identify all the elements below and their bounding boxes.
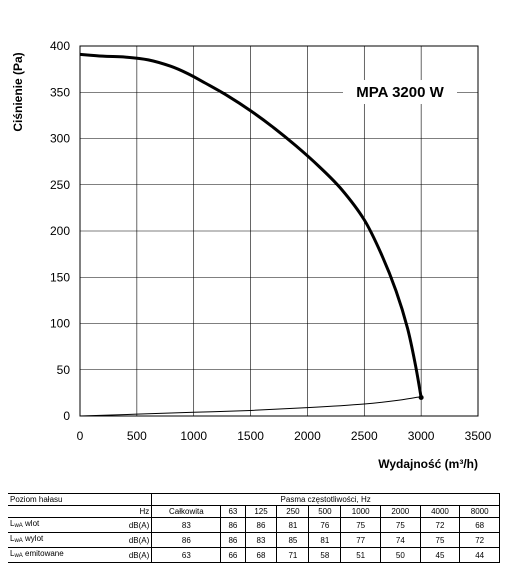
total-value-cell: 86 — [151, 532, 222, 548]
band-value-cell: 76 — [308, 517, 342, 533]
total-value-cell: 83 — [151, 517, 222, 533]
band-value-cell: 66 — [220, 547, 246, 563]
y-axis-ticks: 0 50 100 150 200 250 300 350 400 — [50, 39, 70, 423]
x-tick-label: 3000 — [408, 429, 435, 443]
band-value-cell: 86 — [220, 532, 246, 548]
y-tick-label: 50 — [57, 363, 71, 377]
row-label: LwA wlot — [8, 517, 109, 533]
row-unit: dB(A) — [108, 532, 153, 548]
band-value-cell: 58 — [308, 547, 342, 563]
x-tick-label: 3500 — [465, 429, 492, 443]
x-tick-label: 1000 — [180, 429, 207, 443]
band-value-cell: 75 — [380, 517, 421, 533]
operating-point-marker — [418, 395, 424, 400]
band-value-cell: 83 — [244, 532, 278, 548]
y-tick-label: 400 — [50, 39, 70, 53]
total-value-cell: 63 — [151, 547, 222, 563]
frequency-header-cell: 500 — [308, 505, 342, 518]
band-value-cell: 44 — [459, 547, 500, 563]
frequency-header-cell: 8000 — [459, 505, 500, 518]
band-value-cell: 51 — [340, 547, 381, 563]
band-value-cell: 72 — [419, 517, 461, 533]
x-tick-label: 500 — [127, 429, 147, 443]
x-axis-ticks: 0 500 1000 1500 2000 2500 3000 3500 — [77, 429, 492, 443]
band-value-cell: 75 — [419, 532, 461, 548]
x-tick-label: 1500 — [237, 429, 264, 443]
y-axis-title: Ciśnienie (Pa) — [11, 52, 25, 131]
row-unit: dB(A) — [108, 547, 153, 563]
frequency-header-cell: 4000 — [419, 505, 461, 518]
row-unit: dB(A) — [108, 517, 153, 533]
band-value-cell: 72 — [459, 532, 500, 548]
band-value-cell: 68 — [459, 517, 500, 533]
row-label: LwA wylot — [8, 532, 109, 548]
hz-label: Hz — [108, 505, 153, 518]
band-value-cell: 85 — [276, 532, 310, 548]
x-axis-title: Wydajność (m³/h) — [378, 457, 478, 471]
model-label-background — [343, 80, 457, 104]
chart-title: MPA 3200 W — [356, 84, 444, 101]
noise-level-header: Poziom hałasu — [8, 493, 152, 506]
table-row: LwA emitowane dB(A) 63 66 68 71 58 51 50 45 44 — [8, 547, 500, 563]
band-value-cell: 75 — [340, 517, 381, 533]
plot-area-frame — [79, 45, 479, 417]
system-curve-line — [79, 396, 422, 417]
x-tick-label: 2500 — [351, 429, 378, 443]
table-frequency-row: Hz Całkowita 63 125 250 500 1000 2000 4000 8000 — [8, 505, 500, 518]
pressure-curve-line — [79, 52, 423, 398]
y-tick-label: 100 — [50, 317, 70, 331]
band-value-cell: 45 — [419, 547, 461, 563]
fan-performance-chart: 0 50 100 150 200 250 300 350 400 0 500 1000 1500 200… — [11, 39, 492, 471]
band-value-cell: 71 — [276, 547, 310, 563]
frequency-header-cell: 1000 — [340, 505, 381, 518]
table-row: LwA wylot dB(A) 86 86 83 85 81 77 74 75 72 — [8, 532, 500, 548]
row-label: LwA emitowane — [8, 547, 109, 563]
chart-series — [79, 52, 424, 417]
y-tick-label: 350 — [50, 85, 70, 99]
frequency-bands-header: Pasma częstotliwości, Hz — [151, 493, 500, 506]
y-tick-label: 0 — [63, 409, 70, 423]
band-value-cell: 86 — [220, 517, 246, 533]
total-label: Całkowita — [151, 505, 222, 518]
frequency-header-cell: 63 — [220, 505, 246, 518]
band-value-cell: 81 — [276, 517, 310, 533]
table-row: LwA wlot dB(A) 83 86 86 81 76 75 75 72 68 — [8, 517, 500, 533]
frequency-header-cell: 250 — [276, 505, 310, 518]
band-value-cell: 77 — [340, 532, 381, 548]
band-value-cell: 68 — [244, 547, 278, 563]
band-value-cell: 81 — [308, 532, 342, 548]
x-tick-label: 2000 — [294, 429, 321, 443]
y-tick-label: 150 — [50, 270, 70, 284]
y-tick-label: 250 — [50, 178, 70, 192]
empty-cell — [8, 505, 109, 518]
y-tick-label: 200 — [50, 224, 70, 238]
frequency-header-cell: 2000 — [380, 505, 421, 518]
band-value-cell: 74 — [380, 532, 421, 548]
x-tick-label: 0 — [77, 429, 84, 443]
band-value-cell: 50 — [380, 547, 421, 563]
noise-level-table: Poziom hałasu Pasma częstotliwości, Hz H… — [8, 493, 500, 563]
table-header-row: Poziom hałasu Pasma częstotliwości, Hz — [8, 493, 500, 506]
band-value-cell: 86 — [244, 517, 278, 533]
y-tick-label: 300 — [50, 132, 70, 146]
frequency-header-cell: 125 — [244, 505, 278, 518]
